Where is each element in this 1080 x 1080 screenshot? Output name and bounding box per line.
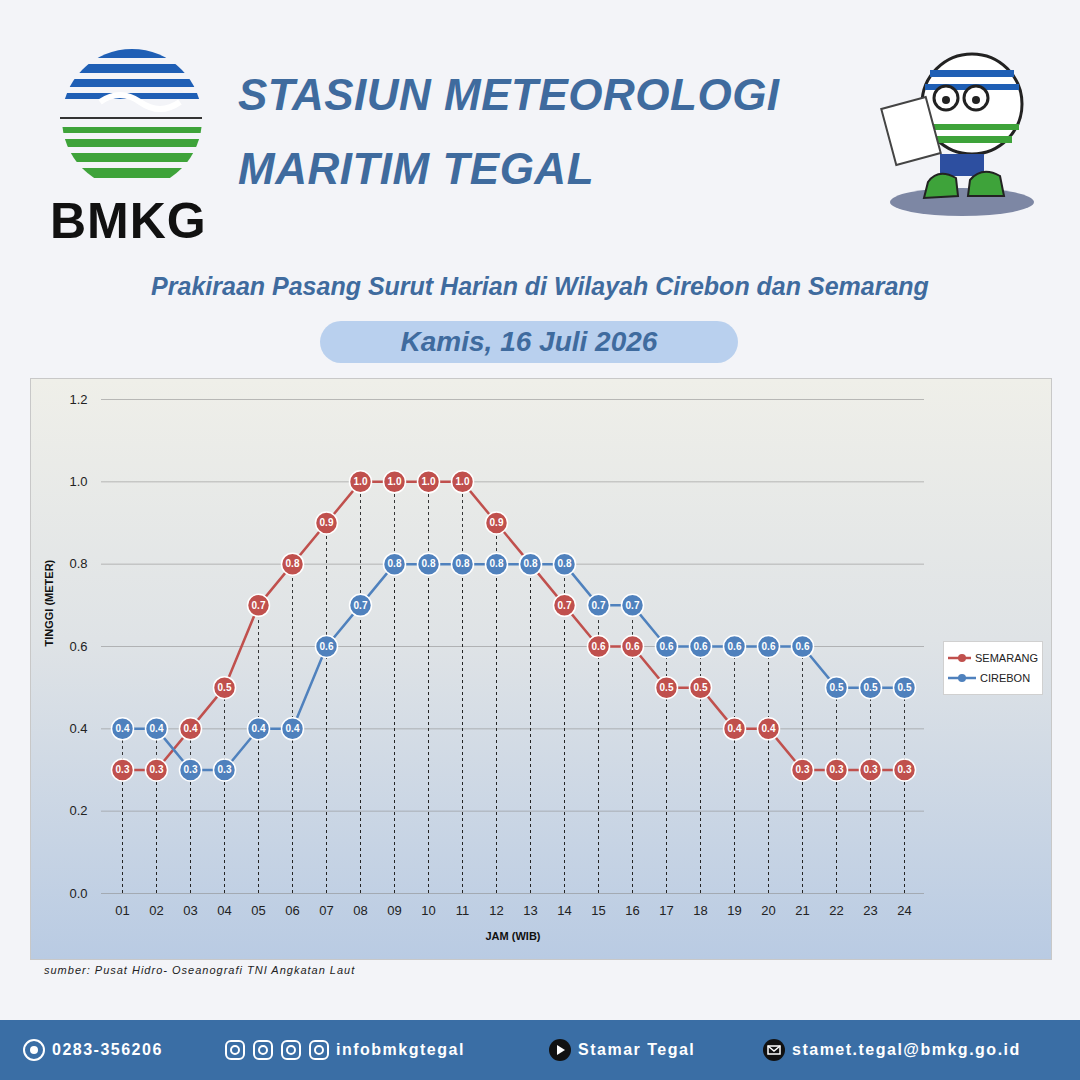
html-text:STASIUN METEOROLOGI: STASIUN METEOROLOGI — [238, 70, 780, 119]
svg-text:0.4: 0.4 — [150, 723, 164, 734]
svg-text:0.8: 0.8 — [286, 558, 300, 569]
html-text:infobmkgtegal: infobmkgtegal — [336, 1041, 465, 1058]
svg-text:0.5: 0.5 — [660, 682, 674, 693]
svg-text:0.3: 0.3 — [796, 764, 810, 775]
html-text:CIREBON: CIREBON — [980, 672, 1031, 684]
svg-text:0.3: 0.3 — [218, 764, 232, 775]
svg-text:0.5: 0.5 — [218, 682, 232, 693]
svg-text:03: 03 — [183, 903, 197, 918]
html-text:stamet.tegal@bmkg.go.id: stamet.tegal@bmkg.go.id — [792, 1041, 1021, 1058]
svg-text:0.5: 0.5 — [898, 682, 912, 693]
svg-text:10: 10 — [421, 903, 435, 918]
svg-text:0.6: 0.6 — [320, 641, 334, 652]
svg-text:0.8: 0.8 — [69, 556, 87, 571]
svg-text:0.4: 0.4 — [252, 723, 266, 734]
svg-text:0.4: 0.4 — [286, 723, 300, 734]
svg-text:24: 24 — [897, 903, 911, 918]
svg-text:0.3: 0.3 — [150, 764, 164, 775]
svg-text:13: 13 — [523, 903, 537, 918]
svg-text:0.7: 0.7 — [558, 600, 572, 611]
svg-text:0.6: 0.6 — [626, 641, 640, 652]
svg-text:JAM (WIB): JAM (WIB) — [486, 930, 541, 942]
svg-text:0.7: 0.7 — [626, 600, 640, 611]
svg-text:0.4: 0.4 — [184, 723, 198, 734]
html-text:0283-356206: 0283-356206 — [52, 1041, 163, 1058]
svg-text:06: 06 — [285, 903, 299, 918]
svg-text:05: 05 — [251, 903, 265, 918]
html-text:sumber: Pusat Hidro- Oseanogra: sumber: Pusat Hidro- Oseanografi TNI Ang… — [44, 964, 356, 976]
svg-text:0.2: 0.2 — [69, 803, 87, 818]
svg-text:0.8: 0.8 — [524, 558, 538, 569]
svg-text:15: 15 — [591, 903, 605, 918]
svg-text:0.6: 0.6 — [694, 641, 708, 652]
svg-text:1.0: 1.0 — [422, 476, 436, 487]
svg-text:07: 07 — [319, 903, 333, 918]
svg-text:21: 21 — [795, 903, 809, 918]
svg-text:0.3: 0.3 — [830, 764, 844, 775]
html-text:Prakiraan Pasang Surut Harian: Prakiraan Pasang Surut Harian di Wilayah… — [151, 272, 929, 300]
svg-text:0.8: 0.8 — [388, 558, 402, 569]
svg-text:17: 17 — [659, 903, 673, 918]
svg-text:0.4: 0.4 — [762, 723, 776, 734]
svg-text:20: 20 — [761, 903, 775, 918]
svg-text:TINGGI (METER): TINGGI (METER) — [43, 559, 55, 646]
svg-text:0.8: 0.8 — [558, 558, 572, 569]
svg-text:01: 01 — [115, 903, 129, 918]
svg-text:0.8: 0.8 — [422, 558, 436, 569]
svg-text:1.0: 1.0 — [69, 474, 87, 489]
svg-text:19: 19 — [727, 903, 741, 918]
svg-text:0.6: 0.6 — [762, 641, 776, 652]
svg-text:04: 04 — [217, 903, 231, 918]
svg-text:0.6: 0.6 — [796, 641, 810, 652]
svg-text:16: 16 — [625, 903, 639, 918]
svg-text:0.7: 0.7 — [354, 600, 368, 611]
svg-text:23: 23 — [863, 903, 877, 918]
svg-text:0.3: 0.3 — [898, 764, 912, 775]
svg-text:0.3: 0.3 — [184, 764, 198, 775]
svg-text:0.3: 0.3 — [116, 764, 130, 775]
html-text:BMKG: BMKG — [50, 193, 207, 249]
html-text:Kamis, 16 Juli 2026: Kamis, 16 Juli 2026 — [400, 326, 658, 357]
svg-text:1.0: 1.0 — [388, 476, 402, 487]
html-text:Stamar Tegal: Stamar Tegal — [578, 1041, 696, 1058]
html-text:SEMARANG: SEMARANG — [975, 652, 1038, 664]
svg-text:1.0: 1.0 — [354, 476, 368, 487]
svg-text:0.6: 0.6 — [69, 639, 87, 654]
svg-text:02: 02 — [149, 903, 163, 918]
svg-text:0.8: 0.8 — [490, 558, 504, 569]
svg-text:0.4: 0.4 — [116, 723, 130, 734]
svg-text:0.3: 0.3 — [864, 764, 878, 775]
svg-text:1.2: 1.2 — [69, 392, 87, 407]
svg-text:22: 22 — [829, 903, 843, 918]
svg-text:0.6: 0.6 — [660, 641, 674, 652]
svg-text:1.0: 1.0 — [456, 476, 470, 487]
svg-text:12: 12 — [489, 903, 503, 918]
svg-text:0.5: 0.5 — [864, 682, 878, 693]
svg-text:0.5: 0.5 — [830, 682, 844, 693]
svg-text:0.9: 0.9 — [490, 517, 504, 528]
svg-text:0.8: 0.8 — [456, 558, 470, 569]
svg-text:08: 08 — [353, 903, 367, 918]
svg-text:18: 18 — [693, 903, 707, 918]
svg-text:11: 11 — [456, 903, 470, 918]
html-text:MARITIM TEGAL: MARITIM TEGAL — [238, 144, 594, 193]
svg-text:09: 09 — [387, 903, 401, 918]
svg-text:0.6: 0.6 — [728, 641, 742, 652]
svg-text:0.4: 0.4 — [728, 723, 742, 734]
svg-text:0.9: 0.9 — [320, 517, 334, 528]
svg-text:0.6: 0.6 — [592, 641, 606, 652]
svg-text:0.8: 0.8 — [524, 558, 538, 569]
svg-text:0.0: 0.0 — [69, 886, 87, 901]
svg-text:0.7: 0.7 — [252, 600, 266, 611]
svg-text:0.7: 0.7 — [592, 600, 606, 611]
svg-text:0.5: 0.5 — [694, 682, 708, 693]
svg-text:14: 14 — [557, 903, 571, 918]
svg-text:0.4: 0.4 — [69, 721, 87, 736]
